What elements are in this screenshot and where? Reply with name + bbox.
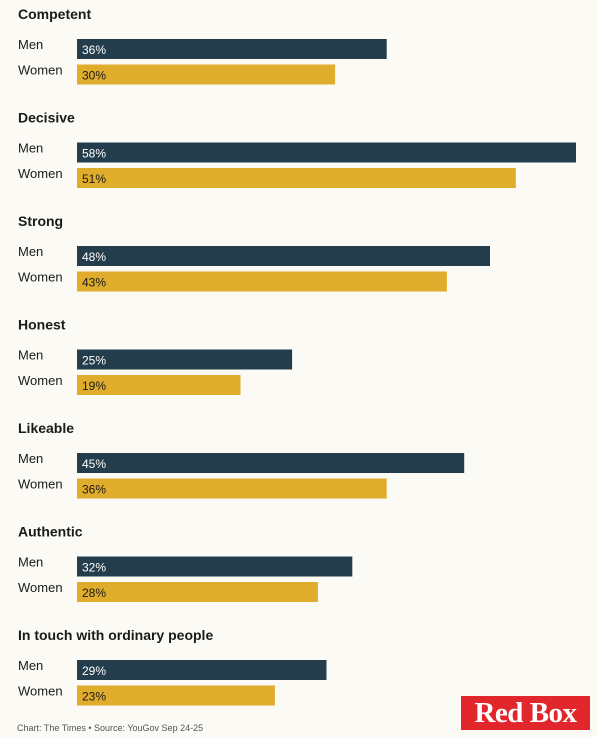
bar-value-label: 29%: [82, 664, 106, 678]
chart-source-footer: Chart: The Times • Source: YouGov Sep 24…: [17, 723, 204, 733]
series-label: Men: [18, 141, 43, 156]
series-label: Men: [18, 555, 43, 570]
series-label: Women: [18, 580, 63, 595]
series-label: Men: [18, 348, 43, 363]
bar-group: Authentic Men 32% Women 28%: [18, 524, 353, 602]
bar: [77, 168, 516, 188]
red-box-logo: Red Box: [461, 696, 590, 730]
series-label: Women: [18, 270, 63, 285]
bar-group: In touch with ordinary people Men 29% Women…: [18, 627, 327, 706]
bar: [77, 246, 490, 266]
bar-group: Likeable Men 45% Women 36%: [18, 420, 465, 499]
bar-group: Competent Men 36% Women 30%: [18, 6, 387, 85]
bar-value-label: 32%: [82, 561, 106, 575]
bar: [77, 142, 576, 163]
bar-value-label: 25%: [82, 354, 106, 368]
series-label: Men: [18, 244, 43, 259]
series-label: Women: [18, 166, 63, 181]
bar-value-label: 30%: [82, 69, 106, 83]
bar: [77, 685, 275, 706]
bar: [77, 375, 241, 395]
bar-value-label: 23%: [82, 690, 106, 704]
bar: [77, 39, 387, 59]
category-label: Competent: [18, 6, 91, 22]
bar-value-label: 51%: [82, 172, 106, 186]
bar-value-label: 36%: [82, 483, 106, 497]
bar-value-label: 43%: [82, 276, 106, 290]
bar-value-label: 36%: [82, 43, 106, 57]
category-label: Authentic: [18, 524, 83, 540]
category-label: Decisive: [18, 110, 75, 126]
series-label: Women: [18, 477, 63, 492]
category-label: Strong: [18, 213, 63, 229]
series-label: Men: [18, 451, 43, 466]
category-label: Honest: [18, 317, 66, 333]
bar-value-label: 28%: [82, 586, 106, 600]
bar-value-label: 58%: [82, 147, 106, 161]
category-label: Likeable: [18, 420, 74, 436]
bar-group: Honest Men 25% Women 19%: [18, 317, 293, 395]
bar: [77, 271, 447, 292]
bar: [77, 64, 336, 85]
bar: [77, 556, 353, 577]
series-label: Women: [18, 63, 63, 78]
bar-value-label: 48%: [82, 250, 106, 264]
bar-value-label: 19%: [82, 379, 106, 393]
bar: [77, 660, 327, 680]
bar-group: Decisive Men 58% Women 51%: [18, 110, 576, 188]
bar: [77, 478, 387, 499]
series-label: Men: [18, 658, 43, 673]
bar: [77, 349, 293, 370]
category-label: In touch with ordinary people: [18, 627, 213, 643]
bar-value-label: 45%: [82, 457, 106, 471]
bar: [77, 453, 465, 473]
series-label: Women: [18, 684, 63, 699]
series-label: Men: [18, 37, 43, 52]
bar: [77, 582, 318, 602]
bar-group: Strong Men 48% Women 43%: [18, 213, 490, 292]
series-label: Women: [18, 373, 63, 388]
